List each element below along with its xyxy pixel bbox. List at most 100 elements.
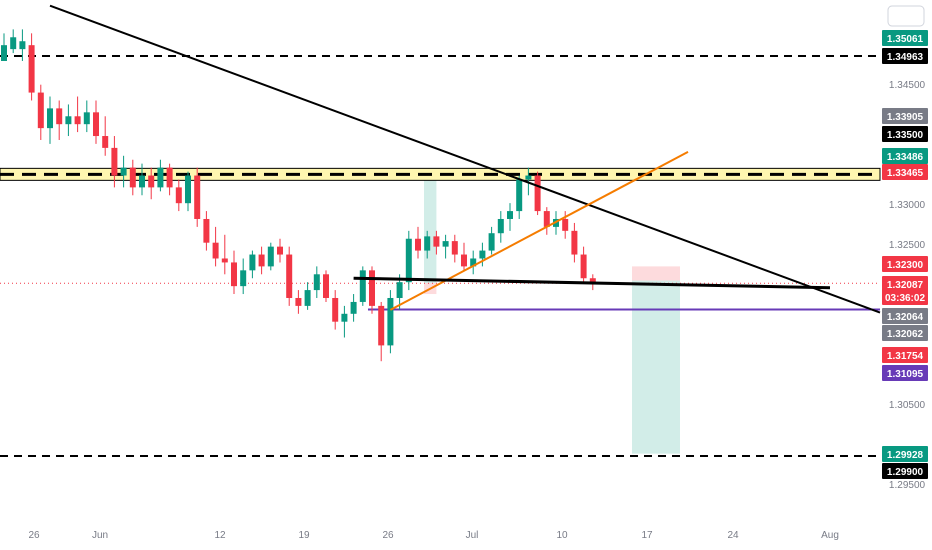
- candle[interactable]: [28, 45, 35, 93]
- candle[interactable]: [295, 297, 302, 306]
- candle[interactable]: [175, 187, 182, 204]
- candle[interactable]: [120, 167, 127, 176]
- candle[interactable]: [359, 270, 366, 302]
- x-tick-label: 24: [727, 530, 739, 541]
- candle[interactable]: [203, 218, 210, 243]
- candle[interactable]: [415, 238, 421, 251]
- candle[interactable]: [286, 254, 293, 298]
- candle[interactable]: [111, 147, 118, 176]
- candle[interactable]: [166, 167, 173, 188]
- price-label-tag: [882, 463, 928, 479]
- candle[interactable]: [74, 116, 81, 125]
- price-label-tag: [882, 256, 928, 272]
- x-tick-label: Aug: [821, 530, 839, 541]
- price-label: 1.32064: [887, 312, 924, 323]
- candle[interactable]: [129, 167, 136, 188]
- candle[interactable]: [249, 254, 256, 271]
- x-tick-label: Jul: [466, 530, 479, 541]
- candle[interactable]: [442, 241, 449, 247]
- candle[interactable]: [277, 246, 283, 255]
- ascending-trendline[interactable]: [389, 150, 689, 311]
- candle[interactable]: [1, 45, 7, 61]
- candle[interactable]: [37, 92, 44, 129]
- price-label-tag: [882, 308, 928, 324]
- candle[interactable]: [350, 301, 357, 314]
- candle[interactable]: [139, 175, 145, 188]
- candle[interactable]: [65, 116, 72, 125]
- x-tick-label: 26: [382, 530, 394, 541]
- candle[interactable]: [562, 218, 569, 231]
- candle[interactable]: [461, 254, 467, 267]
- candle[interactable]: [571, 230, 578, 255]
- candle[interactable]: [405, 238, 412, 283]
- y-tick-label: 1.33000: [889, 200, 926, 211]
- y-tick-label: 1.34500: [889, 80, 926, 91]
- candle[interactable]: [497, 218, 504, 234]
- candle[interactable]: [516, 179, 523, 212]
- candle[interactable]: [589, 278, 596, 283]
- candle[interactable]: [433, 236, 440, 247]
- price-label-tag: [882, 446, 928, 462]
- candle[interactable]: [479, 250, 486, 259]
- short-position-target-zone[interactable]: [632, 280, 680, 454]
- candle[interactable]: [240, 270, 247, 287]
- candle[interactable]: [10, 37, 17, 50]
- candle[interactable]: [47, 108, 53, 129]
- candle[interactable]: [378, 305, 385, 346]
- candle[interactable]: [341, 313, 348, 322]
- price-label: 1.33500: [887, 130, 924, 141]
- descending-trendline[interactable]: [49, 4, 881, 314]
- price-label-tag: [882, 365, 928, 381]
- price-label: 1.32300: [887, 260, 924, 271]
- candle[interactable]: [56, 108, 63, 125]
- long-position-target-zone[interactable]: [424, 173, 437, 283]
- candle[interactable]: [93, 112, 99, 137]
- x-tick-label: 12: [214, 530, 226, 541]
- price-label-tag: [882, 108, 928, 124]
- price-label: 1.31754: [887, 351, 924, 362]
- y-tick-label: 1.32500: [889, 240, 926, 251]
- candle[interactable]: [221, 258, 228, 263]
- x-tick-label: 17: [641, 530, 653, 541]
- neckline-trendline[interactable]: [353, 276, 831, 290]
- price-label: 1.34963: [887, 52, 924, 63]
- candle[interactable]: [396, 282, 403, 298]
- candle[interactable]: [102, 136, 109, 148]
- candle[interactable]: [267, 246, 274, 267]
- candle[interactable]: [369, 270, 375, 306]
- candle[interactable]: [157, 167, 164, 188]
- candle[interactable]: [19, 41, 26, 50]
- price-label-tag: [882, 126, 928, 142]
- candle[interactable]: [258, 254, 265, 267]
- price-label-tag: [882, 276, 928, 292]
- candle[interactable]: [212, 242, 219, 259]
- candle[interactable]: [185, 175, 191, 204]
- candle[interactable]: [194, 175, 201, 219]
- price-label: 1.32087: [887, 280, 924, 291]
- candle[interactable]: [580, 254, 587, 279]
- settings-button[interactable]: [887, 5, 925, 27]
- candle[interactable]: [451, 241, 458, 255]
- candle[interactable]: [543, 211, 550, 227]
- candle[interactable]: [148, 175, 155, 188]
- short-position-stop-zone[interactable]: [632, 266, 680, 281]
- candle[interactable]: [387, 297, 394, 346]
- candle[interactable]: [323, 274, 329, 298]
- candle[interactable]: [231, 262, 237, 287]
- candle[interactable]: [304, 290, 311, 306]
- candle[interactable]: [424, 236, 431, 251]
- price-label: 1.33486: [887, 152, 924, 163]
- candle[interactable]: [507, 211, 513, 219]
- price-label-tag: [882, 289, 928, 305]
- candle[interactable]: [470, 258, 477, 267]
- candle[interactable]: [83, 112, 90, 125]
- candle[interactable]: [313, 274, 320, 291]
- candle[interactable]: [525, 175, 532, 180]
- candle[interactable]: [332, 297, 339, 322]
- price-label: 03:36:02: [885, 293, 925, 304]
- x-tick-label: 10: [556, 530, 568, 541]
- candle[interactable]: [488, 233, 495, 251]
- candle[interactable]: [534, 175, 541, 212]
